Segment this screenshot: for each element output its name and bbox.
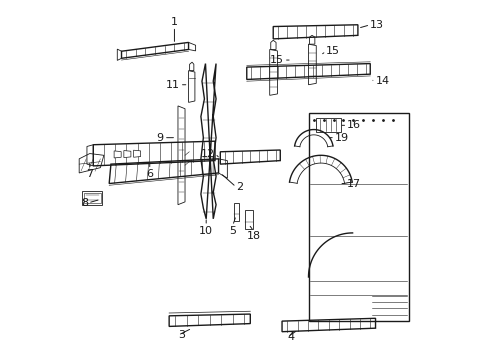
Text: 3: 3 xyxy=(178,330,185,340)
Polygon shape xyxy=(114,151,121,158)
Text: 7: 7 xyxy=(86,170,93,179)
Text: 1: 1 xyxy=(171,17,178,27)
Text: 11: 11 xyxy=(166,80,180,90)
Text: 18: 18 xyxy=(247,231,261,241)
Text: 12: 12 xyxy=(201,149,215,158)
Text: 16: 16 xyxy=(347,120,361,130)
Text: 10: 10 xyxy=(199,226,213,236)
Text: 8: 8 xyxy=(81,198,88,208)
Text: 13: 13 xyxy=(370,20,384,30)
Text: 5: 5 xyxy=(229,226,236,236)
Polygon shape xyxy=(134,150,141,157)
Text: 4: 4 xyxy=(287,332,294,342)
Polygon shape xyxy=(124,150,131,158)
Text: 17: 17 xyxy=(347,179,362,189)
Text: 14: 14 xyxy=(375,76,390,86)
Text: 6: 6 xyxy=(146,170,153,179)
Text: 9: 9 xyxy=(157,133,164,143)
Text: 2: 2 xyxy=(236,182,244,192)
Text: 15: 15 xyxy=(326,46,340,56)
Text: 15: 15 xyxy=(270,55,284,65)
Text: 19: 19 xyxy=(335,133,349,143)
